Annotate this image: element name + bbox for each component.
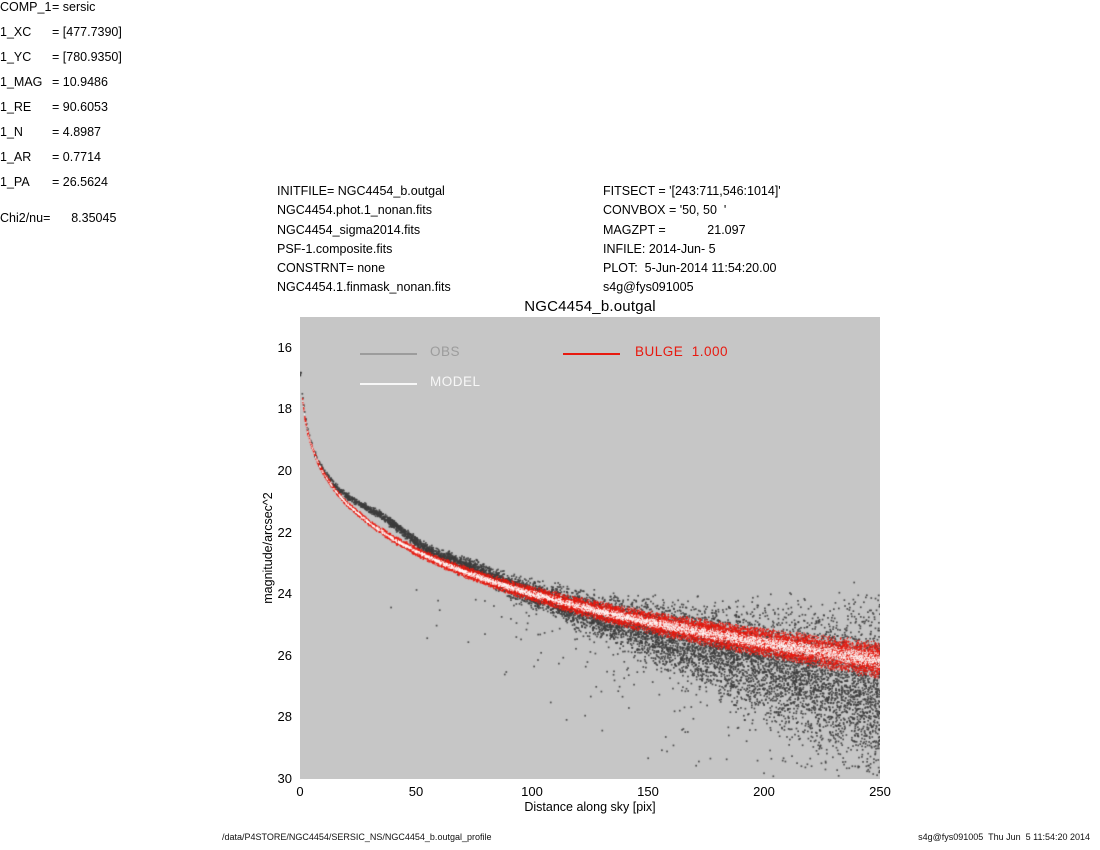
- parameter-row: 1_N = 4.8987: [0, 125, 1100, 150]
- bulge-legend-line: [563, 353, 620, 355]
- bulge-legend-label: BULGE 1.000: [635, 344, 729, 359]
- parameter-value: = [477.7390]: [52, 25, 122, 39]
- y-axis-label: magnitude/arcsec^2: [261, 492, 275, 604]
- parameter-row: 1_MAG = 10.9486: [0, 75, 1100, 100]
- fit-parameters-block: COMP_1= sersic 1_XC = [477.7390] 1_YC = [780…: [0, 0, 1100, 225]
- y-tick-label: 28: [277, 709, 292, 725]
- parameter-row: 1_PA = 26.5624: [0, 175, 1100, 200]
- y-tick-label: 24: [277, 586, 292, 602]
- setting-line: FITSECT = '[243:711,546:1014]': [603, 184, 781, 198]
- x-tick-label: 250: [869, 784, 891, 799]
- parameter-name: 1_XC: [0, 25, 32, 39]
- output-file-path: /data/P4STORE/NGC4454/SERSIC_NS/NGC4454_…: [222, 832, 492, 842]
- file-line: NGC4454.1.finmask_nonan.fits: [277, 280, 451, 295]
- obs-legend-line: [360, 353, 417, 355]
- parameter-value: = 26.5624: [52, 175, 108, 189]
- parameter-value: = sersic: [52, 0, 96, 14]
- parameter-value: = [780.9350]: [52, 50, 122, 64]
- x-tick-label: 0: [296, 784, 304, 799]
- fit-settings-block: FITSECT = '[243:711,546:1014]' CONVBOX = …: [603, 182, 781, 298]
- y-tick-label: 16: [277, 339, 292, 355]
- x-tick-label: 100: [521, 784, 543, 799]
- plot-title: NGC4454_b.outgal: [524, 298, 656, 315]
- parameter-value: = 4.8987: [52, 125, 102, 139]
- parameter-name: 1_N: [0, 125, 23, 139]
- setting-line: INFILE: 2014-Jun- 5: [603, 241, 716, 256]
- y-tick-label: 26: [277, 647, 292, 663]
- user-timestamp: s4g@fys091005 Thu Jun 5 11:54:20 2014: [918, 832, 1090, 842]
- setting-line: PLOT: 5-Jun-2014 11:54:20.00: [603, 261, 777, 276]
- x-tick-label: 150: [637, 784, 659, 799]
- parameter-name: 1_PA: [0, 175, 30, 189]
- model-legend-label: MODEL: [430, 374, 481, 389]
- y-tick-label: 30: [277, 771, 292, 786]
- sersic-parameter-list: COMP_1= sersic 1_XC = [477.7390] 1_YC = [780…: [0, 0, 1100, 200]
- parameter-row: 1_RE = 90.6053: [0, 100, 1100, 125]
- y-tick-label: 20: [277, 463, 292, 478]
- x-tick-label: 50: [408, 784, 424, 799]
- profile-scatter-canvas: [300, 317, 880, 779]
- parameter-name: 1_MAG: [0, 75, 43, 89]
- setting-line: CONVBOX = '50, 50 ': [603, 203, 727, 218]
- chi2-value: Chi2/nu= 8.35045: [0, 211, 117, 225]
- obs-legend-label: OBS: [430, 344, 461, 359]
- parameter-row: 1_YC = [780.9350]: [0, 50, 1100, 75]
- x-axis-label: Distance along sky [pix]: [524, 800, 656, 814]
- setting-line: MAGZPT = 21.097: [603, 222, 746, 237]
- y-tick-label: 22: [277, 524, 292, 540]
- parameter-row: 1_XC = [477.7390]: [0, 25, 1100, 50]
- x-tick-label: 200: [753, 784, 775, 799]
- input-files-block: INITFILE= NGC4454_b.outgal NGC4454.phot.1…: [277, 182, 451, 298]
- parameter-name: COMP_1: [0, 0, 52, 14]
- setting-line: s4g@fys091005: [603, 280, 694, 295]
- parameter-name: 1_YC: [0, 50, 32, 64]
- parameter-name: 1_RE: [0, 100, 32, 114]
- parameter-name: 1_AR: [0, 150, 32, 164]
- file-line: NGC4454.phot.1_nonan.fits: [277, 203, 432, 218]
- parameter-row: COMP_1= sersic: [0, 0, 1100, 25]
- file-line: INITFILE= NGC4454_b.outgal: [277, 184, 445, 198]
- model-legend-line: [360, 383, 417, 385]
- file-line: PSF-1.composite.fits: [277, 241, 393, 256]
- parameter-value: = 10.9486: [52, 75, 108, 89]
- y-tick-label: 18: [277, 401, 292, 417]
- parameter-row: 1_AR = 0.7714: [0, 150, 1100, 175]
- parameter-value: = 90.6053: [52, 100, 108, 114]
- parameter-value: = 0.7714: [52, 150, 102, 164]
- plot-area: OBS MODEL BULGE 1.000: [300, 317, 880, 779]
- file-line: CONSTRNT= none: [277, 261, 386, 276]
- file-line: NGC4454_sigma2014.fits: [277, 222, 421, 237]
